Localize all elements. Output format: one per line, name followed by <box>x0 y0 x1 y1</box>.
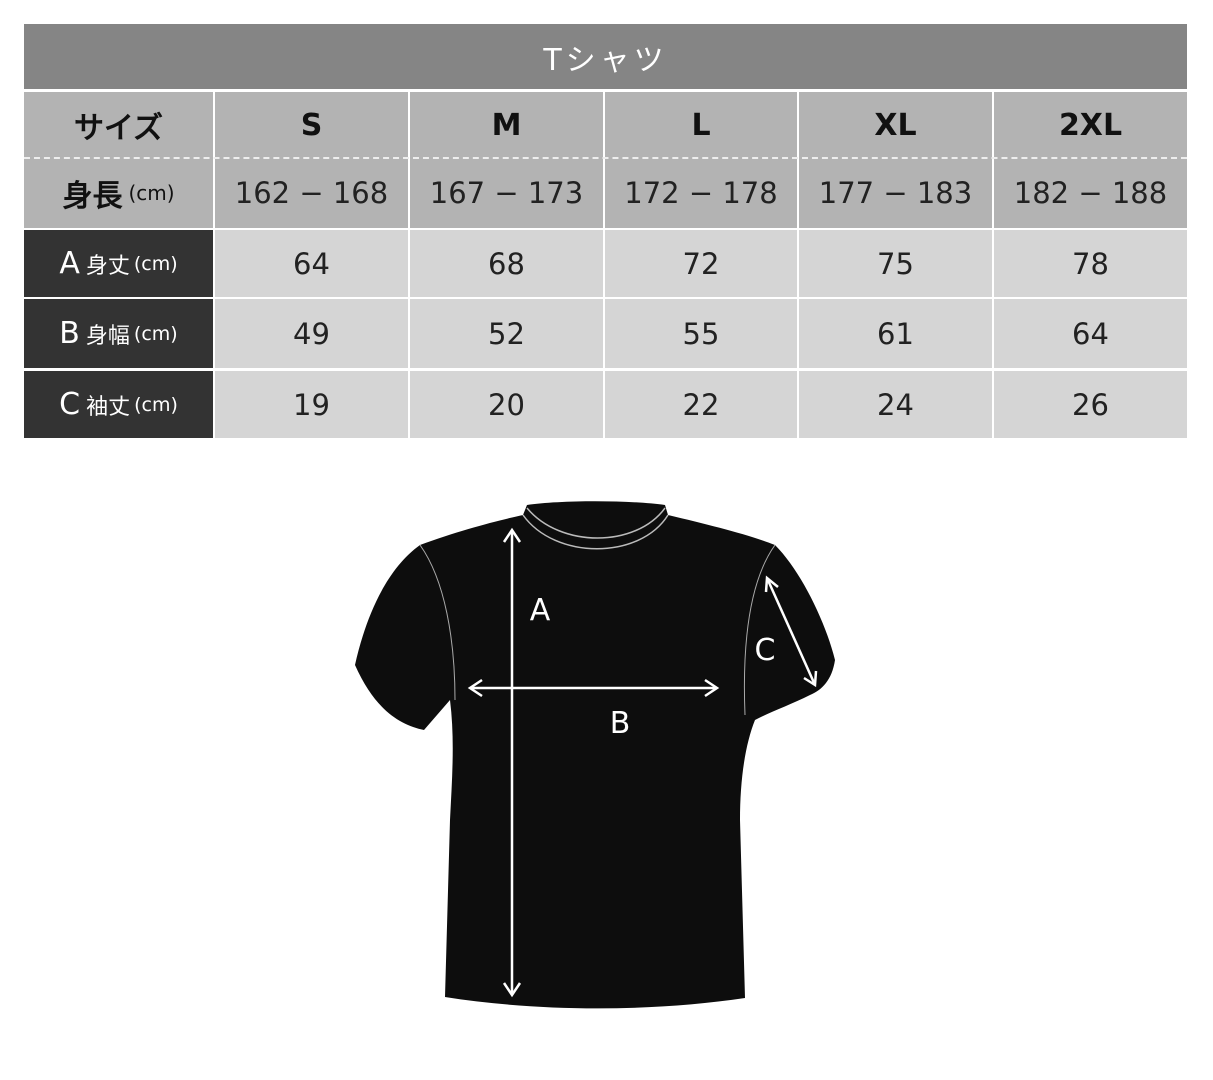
row-unit: (cm) <box>134 393 178 416</box>
cell-value: 78 <box>1072 246 1109 281</box>
size-cell: M <box>410 92 603 158</box>
cell-value: 52 <box>488 316 525 351</box>
table-cell: 64 <box>994 299 1187 368</box>
table-cell: 22 <box>605 371 797 438</box>
row-unit: (cm) <box>133 322 178 345</box>
table-cell: 24 <box>799 371 992 438</box>
row-label: B 身幅 (cm) <box>24 299 213 368</box>
table-cell: 75 <box>799 230 992 297</box>
row-name: 身幅 <box>85 323 130 349</box>
row-letter: B <box>59 316 80 351</box>
size-value: 2XL <box>1058 107 1123 143</box>
size-cell: L <box>605 92 797 158</box>
size-header: サイズ <box>24 92 213 158</box>
cell-value: 75 <box>877 246 914 281</box>
height-cell: 172 − 178 <box>605 158 797 228</box>
row-label: A 身丈 (cm) <box>24 230 213 297</box>
table-cell: 49 <box>215 299 408 368</box>
height-header: 身長 (cm) <box>24 158 213 228</box>
height-range: 177 − 183 <box>818 176 973 210</box>
cell-value: 55 <box>682 316 720 351</box>
row-name: 身丈 <box>85 253 130 279</box>
table-cell: 64 <box>215 230 408 297</box>
cell-value: 61 <box>877 316 914 351</box>
table-title: Tシャツ <box>24 24 1187 89</box>
size-value: L <box>691 107 711 143</box>
cell-value: 19 <box>293 387 330 422</box>
measure-arrows <box>467 527 818 998</box>
table-cell: 26 <box>994 371 1187 438</box>
height-range: 162 − 168 <box>234 176 389 210</box>
height-cell: 162 − 168 <box>215 158 408 228</box>
cell-value: 64 <box>293 246 330 281</box>
row-unit: (cm) <box>133 252 178 275</box>
size-cell: 2XL <box>994 92 1187 158</box>
label-b: B <box>610 706 631 741</box>
row-divider <box>24 157 1187 159</box>
cell-value: 64 <box>1072 316 1109 351</box>
row-name: 袖丈 <box>86 394 131 420</box>
size-value: M <box>491 107 522 143</box>
unit: (cm) <box>128 181 175 205</box>
row-letter: C <box>59 387 81 422</box>
table-cell: 61 <box>799 299 992 368</box>
cell-value: 49 <box>293 316 330 351</box>
size-cell: S <box>215 92 408 158</box>
tshirt-shape <box>355 501 835 1009</box>
height-cell: 182 − 188 <box>994 158 1187 228</box>
table-cell: 52 <box>410 299 603 368</box>
table-cell: 68 <box>410 230 603 297</box>
height-cell: 167 − 173 <box>410 158 603 228</box>
size-value: XL <box>874 107 917 143</box>
height-range: 182 − 188 <box>1013 176 1168 210</box>
cell-value: 72 <box>682 246 720 281</box>
cell-value: 68 <box>488 246 525 281</box>
table-cell: 55 <box>605 299 797 368</box>
size-cell: XL <box>799 92 992 158</box>
cell-value: 22 <box>682 387 720 422</box>
table-cell: 19 <box>215 371 408 438</box>
size-value: S <box>300 107 323 143</box>
row-label: C 袖丈 (cm) <box>24 371 213 438</box>
cell-value: 20 <box>488 387 525 422</box>
height-range: 167 − 173 <box>429 176 584 210</box>
table-cell: 20 <box>410 371 603 438</box>
height-range: 172 − 178 <box>624 176 778 210</box>
table-cell: 78 <box>994 230 1187 297</box>
label-c: C <box>755 633 776 668</box>
label-a: A <box>530 593 551 628</box>
height-cell: 177 − 183 <box>799 158 992 228</box>
cell-value: 26 <box>1072 387 1109 422</box>
cell-value: 24 <box>877 387 914 422</box>
row-letter: A <box>59 246 80 281</box>
height-label: 身長 <box>62 179 123 214</box>
table-cell: 72 <box>605 230 797 297</box>
size-label: サイズ <box>73 111 164 146</box>
